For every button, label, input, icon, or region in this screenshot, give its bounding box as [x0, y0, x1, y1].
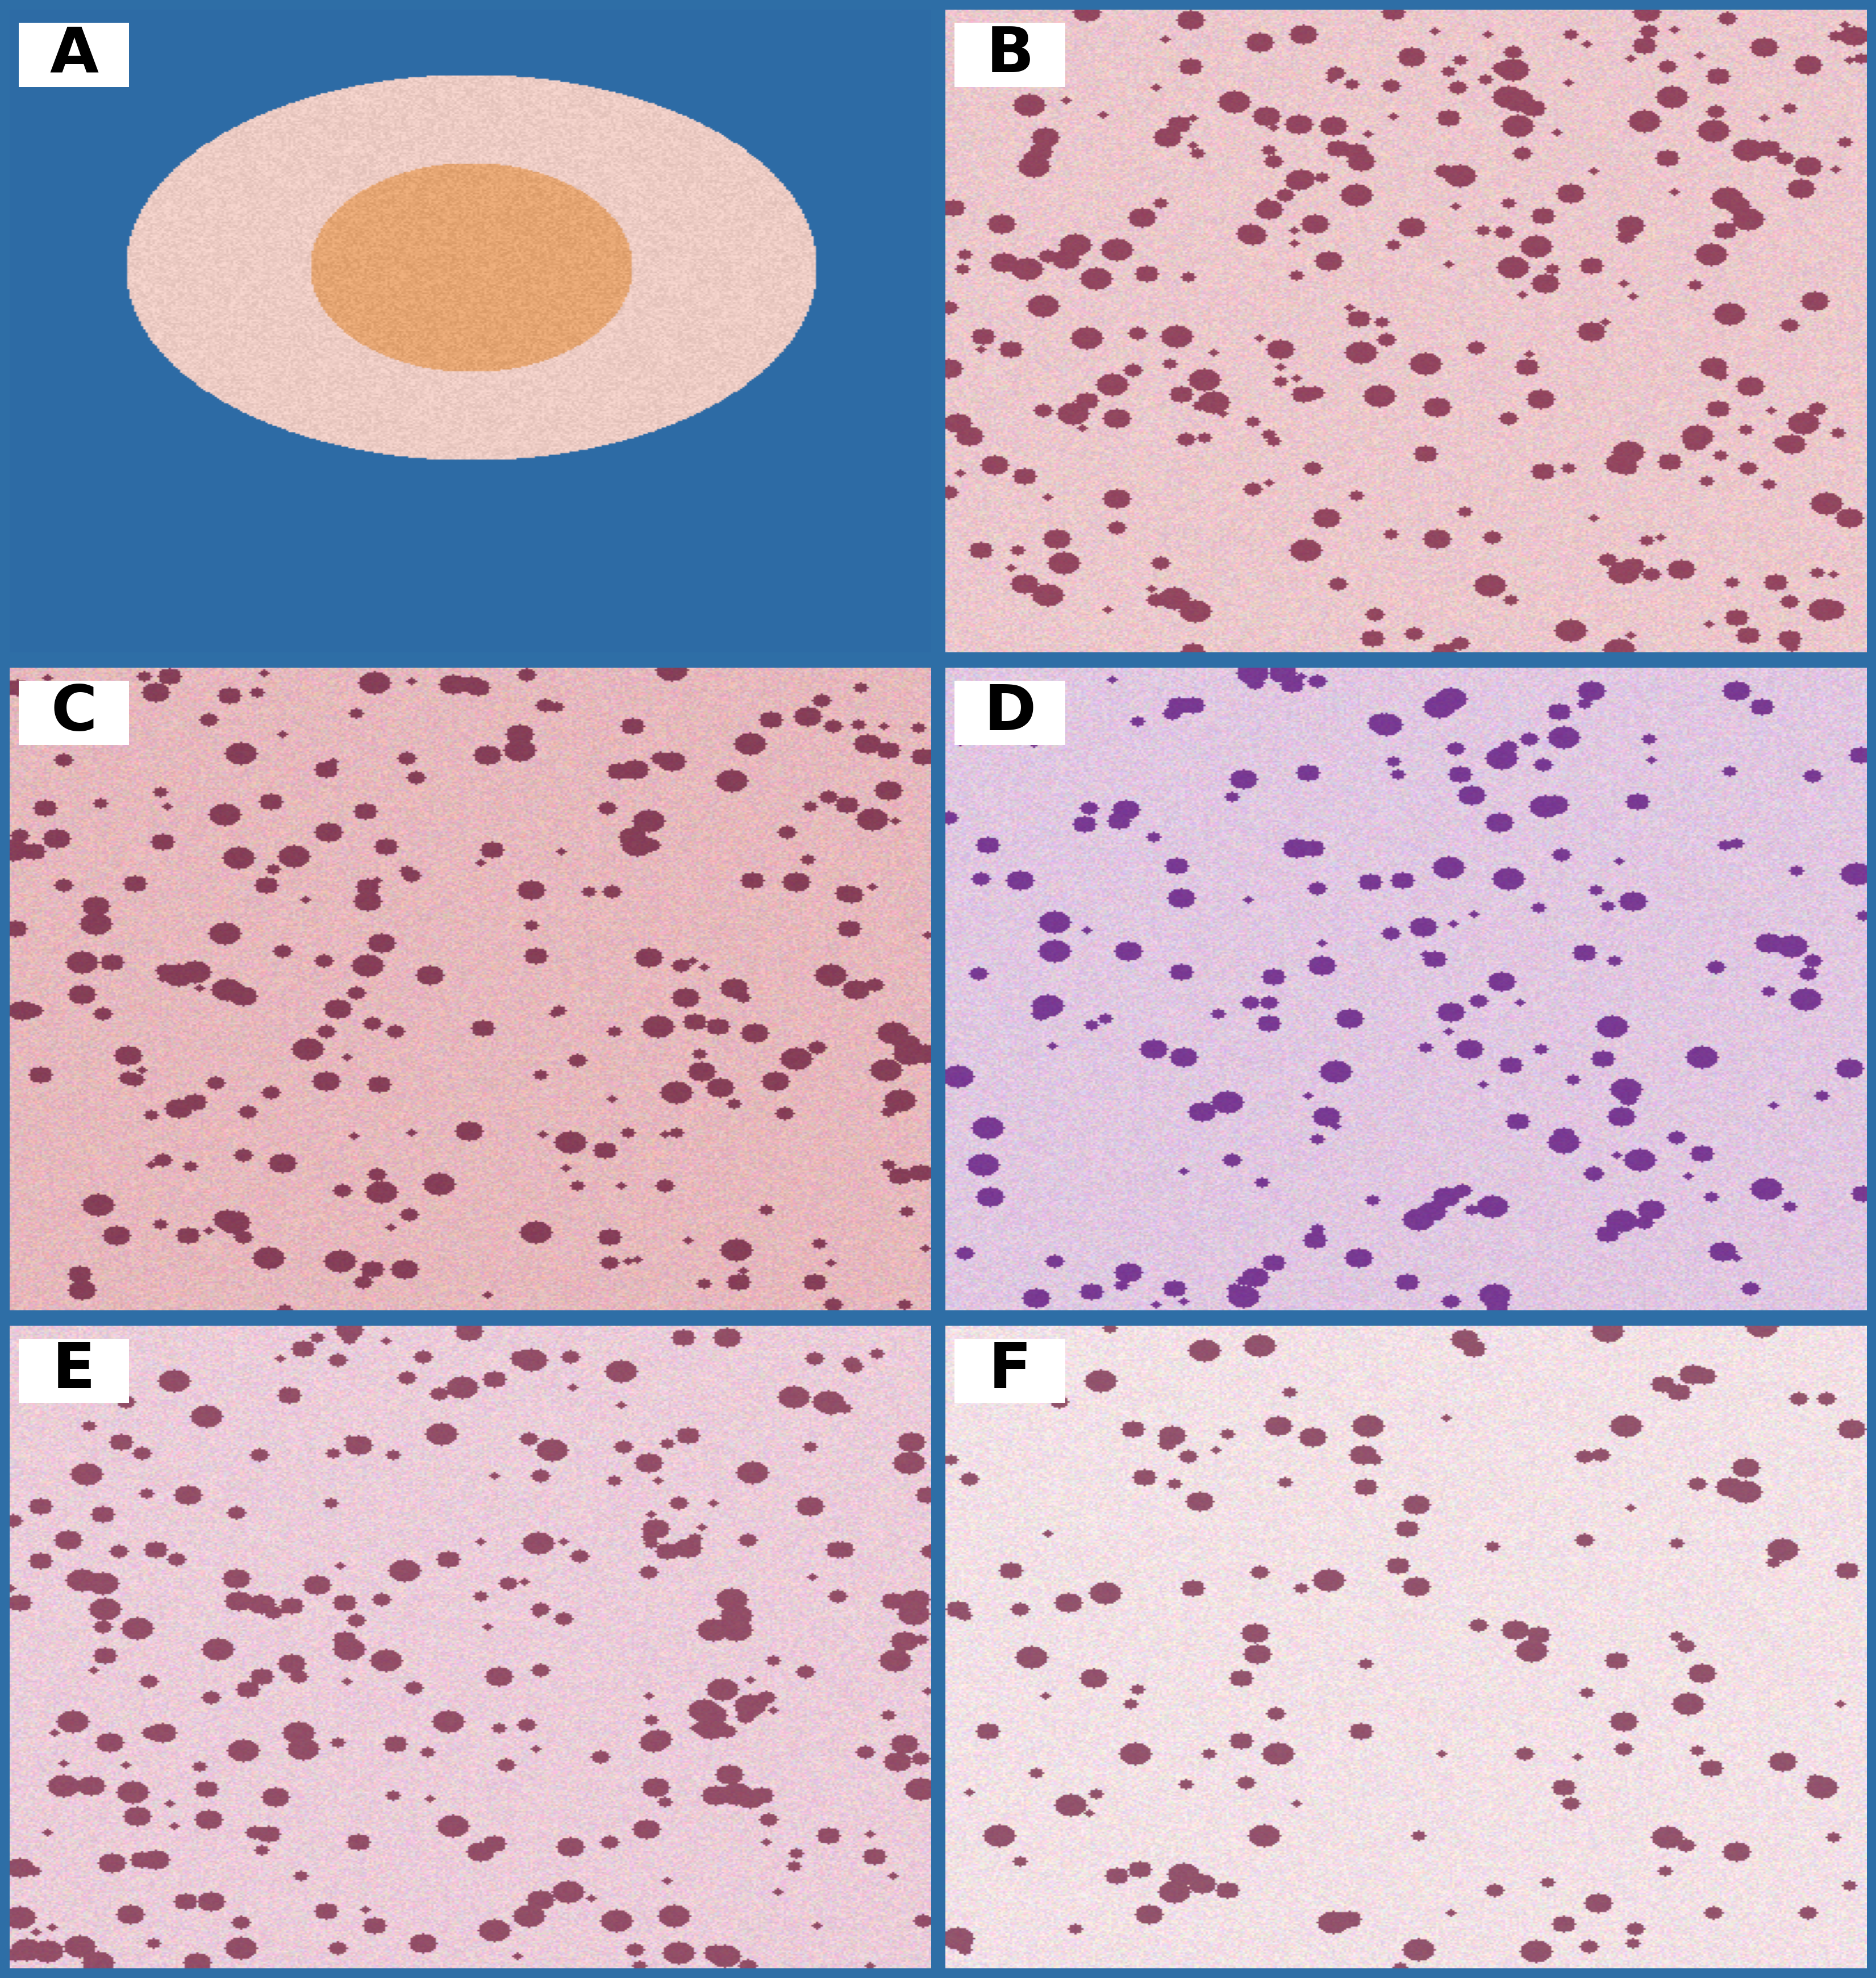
- FancyBboxPatch shape: [955, 22, 1066, 87]
- FancyBboxPatch shape: [955, 680, 1066, 746]
- Text: D: D: [983, 682, 1036, 744]
- FancyBboxPatch shape: [19, 680, 129, 746]
- Text: F: F: [989, 1341, 1032, 1400]
- FancyBboxPatch shape: [955, 1339, 1066, 1402]
- Text: C: C: [51, 682, 98, 744]
- FancyBboxPatch shape: [19, 22, 129, 87]
- Text: B: B: [987, 24, 1034, 85]
- FancyBboxPatch shape: [19, 1339, 129, 1402]
- Text: A: A: [49, 24, 98, 85]
- Text: E: E: [53, 1341, 96, 1400]
